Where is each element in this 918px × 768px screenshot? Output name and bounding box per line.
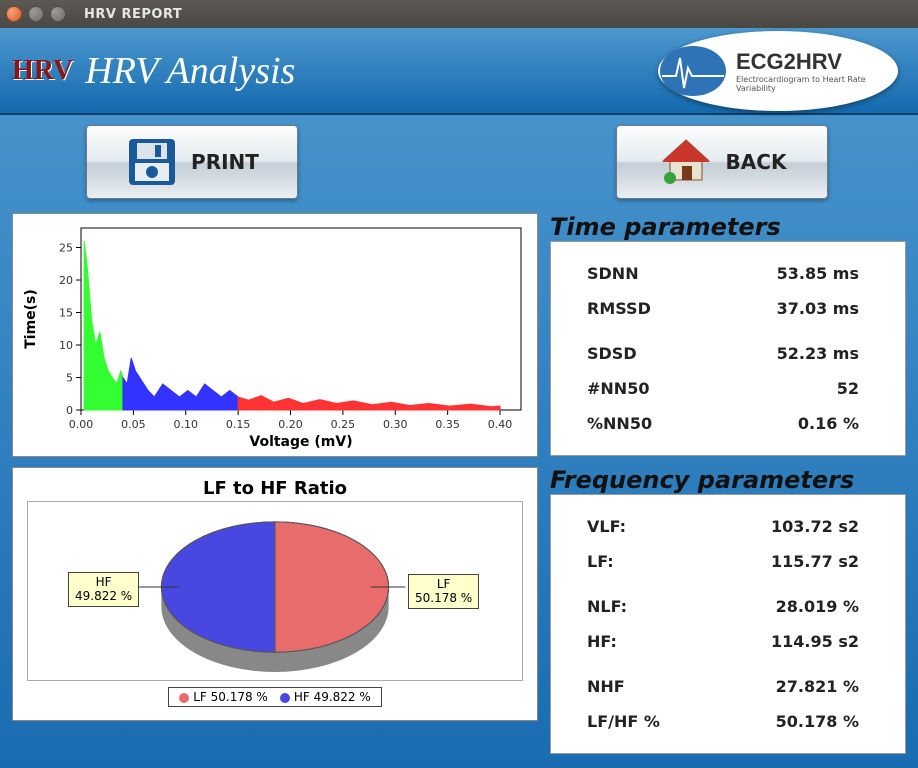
param-label: SDSD — [587, 344, 637, 363]
param-label: VLF: — [587, 517, 626, 536]
param-label: LF: — [587, 552, 614, 571]
svg-text:0.35: 0.35 — [435, 418, 460, 431]
svg-text:5: 5 — [66, 372, 73, 385]
param-row: VLF: 103.72 s2 — [569, 509, 887, 544]
pie-legend: LF 50.178 % HF 49.822 % — [168, 687, 382, 707]
param-row: #NN50 52 — [569, 371, 887, 406]
svg-text:Voltage (mV): Voltage (mV) — [249, 434, 352, 450]
param-value: 114.95 s2 — [771, 632, 859, 651]
app-body: HRV HRV Analysis ECG2HRV Electrocardiogr… — [0, 28, 918, 768]
legend-swatch-lf — [179, 693, 189, 703]
param-value: 37.03 ms — [777, 299, 859, 318]
svg-text:0.00: 0.00 — [69, 418, 94, 431]
param-label: NLF: — [587, 597, 627, 616]
frequency-parameters-box: VLF: 103.72 s2 LF: 115.77 s2 NLF: 28.019 % HF:… — [550, 494, 906, 754]
legend-text-hf: HF 49.822 % — [294, 690, 371, 704]
svg-text:0.05: 0.05 — [121, 418, 146, 431]
logo-text-small: Electrocardiogram to Heart Rate Variabil… — [736, 75, 898, 93]
time-parameters-box: SDNN 53.85 ms RMSSD 37.03 ms SDSD 52.23 ms #NN… — [550, 241, 906, 456]
legend-text-lf: LF 50.178 % — [193, 690, 268, 704]
pie-label-lf-name: LF — [415, 577, 472, 591]
pie-chart-area: LF 50.178 % HF 49.822 % — [27, 501, 523, 681]
param-label: SDNN — [587, 264, 639, 283]
param-row: SDSD 52.23 ms — [569, 336, 887, 371]
legend-swatch-hf — [280, 693, 290, 703]
back-button-label: BACK — [726, 150, 787, 174]
spectrum-chart-svg: 0.00 0.05 0.10 0.15 0.20 0.25 0.30 0.35 0.40 0 5 10… — [19, 220, 533, 452]
svg-text:15: 15 — [59, 307, 73, 320]
svg-text:0.30: 0.30 — [383, 418, 408, 431]
param-label: RMSSD — [587, 299, 651, 318]
floppy-disk-icon — [125, 135, 179, 189]
param-row: LF/HF % 50.178 % — [569, 704, 887, 739]
param-row: SDNN 53.85 ms — [569, 256, 887, 291]
brand-logo: ECG2HRV Electrocardiogram to Heart Rate … — [658, 31, 898, 111]
param-row: %NN50 0.16 % — [569, 406, 887, 441]
window-titlebar: HRV REPORT — [0, 0, 918, 28]
param-value: 50.178 % — [776, 712, 859, 731]
param-label: #NN50 — [587, 379, 649, 398]
param-value: 115.77 s2 — [771, 552, 859, 571]
content-area: 0.00 0.05 0.10 0.15 0.20 0.25 0.30 0.35 0.40 0 5 10… — [0, 209, 918, 768]
pie-label-lf-val: 50.178 % — [415, 591, 472, 605]
svg-text:10: 10 — [59, 339, 73, 352]
param-value: 0.16 % — [798, 414, 859, 433]
param-value: 53.85 ms — [777, 264, 859, 283]
svg-text:Time(s): Time(s) — [23, 289, 39, 349]
ecg-oval-icon — [658, 44, 728, 98]
svg-text:0.40: 0.40 — [488, 418, 513, 431]
window-title: HRV REPORT — [84, 7, 182, 22]
svg-text:0: 0 — [66, 404, 73, 417]
pie-label-hf: HF 49.822 % — [68, 572, 139, 607]
svg-text:0.10: 0.10 — [174, 418, 199, 431]
param-row: LF: 115.77 s2 — [569, 544, 887, 579]
pie-chart: LF to HF Ratio LF 50.178 % HF 49.822 % L… — [12, 467, 538, 721]
param-row: NHF 27.821 % — [569, 669, 887, 704]
svg-text:0.15: 0.15 — [226, 418, 251, 431]
pie-label-hf-name: HF — [75, 575, 132, 589]
page-title: HRV Analysis — [85, 49, 295, 93]
time-parameters-section: Time parameters SDNN 53.85 ms RMSSD 37.03 m… — [550, 213, 906, 456]
pie-label-lf: LF 50.178 % — [408, 574, 479, 609]
param-row: RMSSD 37.03 ms — [569, 291, 887, 326]
spectrum-chart: 0.00 0.05 0.10 0.15 0.20 0.25 0.30 0.35 0.40 0 5 10… — [12, 213, 538, 457]
frequency-parameters-section: Frequency parameters VLF: 103.72 s2 LF: 115… — [550, 466, 906, 754]
svg-text:25: 25 — [59, 242, 73, 255]
param-value: 103.72 s2 — [771, 517, 859, 536]
app-header: HRV HRV Analysis ECG2HRV Electrocardiogr… — [0, 28, 918, 115]
maximize-icon[interactable] — [50, 6, 66, 22]
time-parameters-title: Time parameters — [550, 213, 906, 241]
brand-prefix: HRV — [12, 55, 73, 87]
param-row: NLF: 28.019 % — [569, 589, 887, 624]
param-label: LF/HF % — [587, 712, 660, 731]
frequency-parameters-title: Frequency parameters — [550, 466, 906, 494]
param-label: HF: — [587, 632, 617, 651]
pie-chart-title: LF to HF Ratio — [19, 474, 531, 501]
param-label: NHF — [587, 677, 625, 696]
print-button[interactable]: PRINT — [86, 125, 298, 199]
close-icon[interactable] — [6, 6, 22, 22]
print-button-label: PRINT — [191, 150, 259, 174]
param-label: %NN50 — [587, 414, 652, 433]
back-button[interactable]: BACK — [616, 125, 828, 199]
minimize-icon[interactable] — [28, 6, 44, 22]
toolbar: PRINT BACK — [0, 115, 918, 209]
param-value: 28.019 % — [776, 597, 859, 616]
param-value: 52 — [837, 379, 859, 398]
param-value: 52.23 ms — [777, 344, 859, 363]
param-value: 27.821 % — [776, 677, 859, 696]
pie-label-hf-val: 49.822 % — [75, 589, 132, 603]
svg-text:20: 20 — [59, 274, 73, 287]
param-row: HF: 114.95 s2 — [569, 624, 887, 659]
home-icon — [658, 134, 714, 190]
svg-text:0.20: 0.20 — [278, 418, 303, 431]
logo-text-big: ECG2HRV — [736, 49, 898, 75]
svg-text:0.25: 0.25 — [331, 418, 356, 431]
